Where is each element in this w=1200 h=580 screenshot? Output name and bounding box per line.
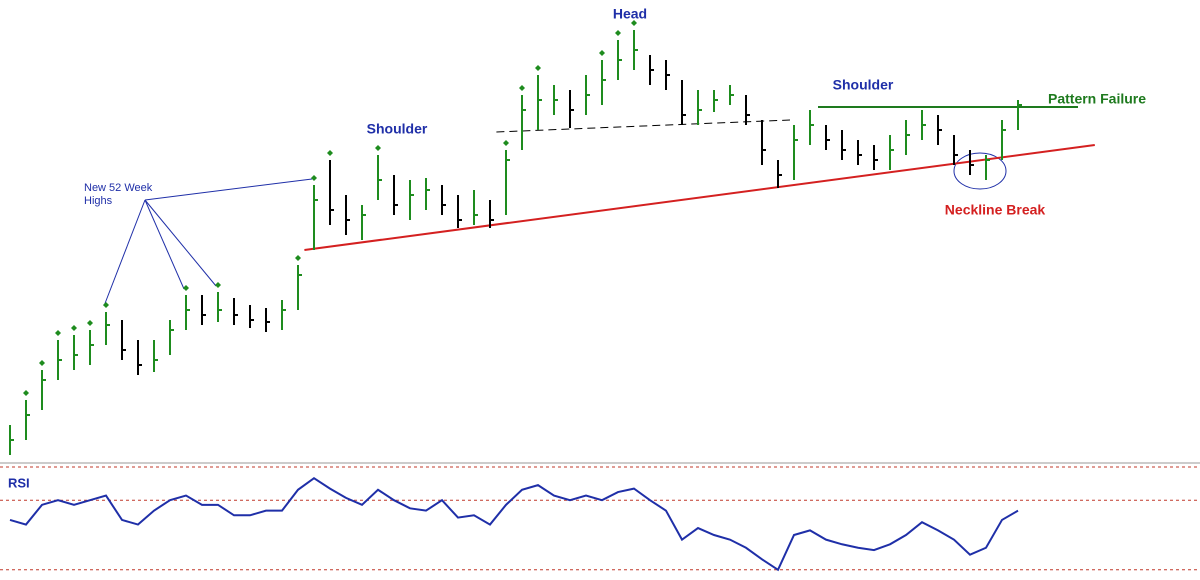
high-marker: [103, 302, 109, 308]
high-marker: [39, 360, 45, 366]
high-marker: [535, 65, 541, 71]
high-marker: [327, 150, 333, 156]
high-marker: [519, 85, 525, 91]
high-marker: [71, 325, 77, 331]
high-marker: [631, 20, 637, 26]
highs-note: New 52 Week Highs: [84, 182, 153, 207]
break-circle: [953, 152, 1007, 190]
high-marker: [23, 390, 29, 396]
high-marker: [215, 282, 221, 288]
highs-label: New 52 Week Highs: [84, 182, 153, 207]
dashed-neckline: [496, 119, 791, 133]
high-marker: [183, 285, 189, 291]
high-marker: [375, 145, 381, 151]
rsi-line: [9, 476, 1019, 572]
shoulder-label: Shoulder: [833, 77, 894, 93]
high-marker: [55, 330, 61, 336]
high-marker: [615, 30, 621, 36]
shoulder-label: Shoulder: [367, 121, 428, 137]
high-marker: [599, 50, 605, 56]
pointer-line: [103, 199, 146, 307]
neckline: [304, 144, 1095, 251]
high-marker: [311, 175, 317, 181]
high-marker: [295, 255, 301, 261]
rsi-label: RSI: [8, 475, 30, 490]
pointer-line: [144, 178, 313, 201]
failure-label: Pattern Failure: [1048, 91, 1146, 107]
pointer-line: [144, 199, 185, 290]
pointer-line: [144, 199, 217, 287]
high-marker: [503, 140, 509, 146]
high-marker: [87, 320, 93, 326]
break-label: Neckline Break: [945, 202, 1046, 218]
head-label: Head: [613, 6, 647, 22]
